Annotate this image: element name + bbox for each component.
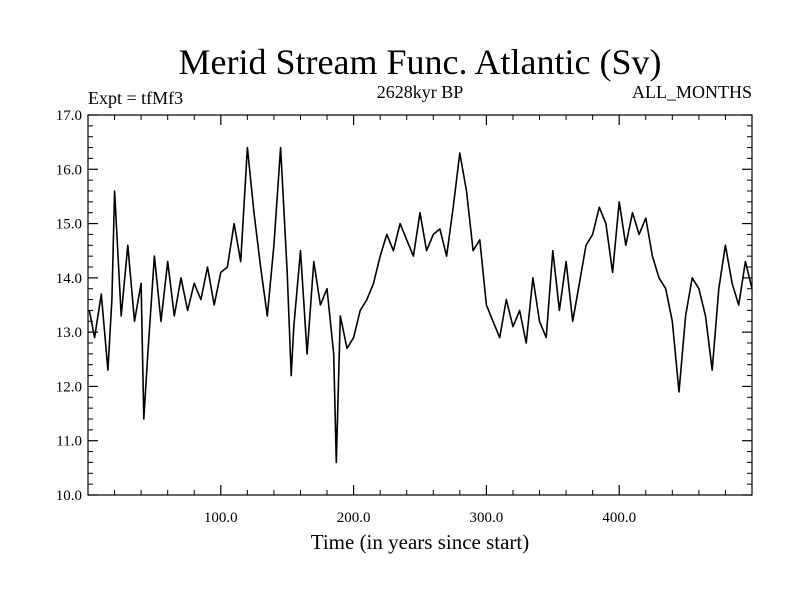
y-tick-label: 13.0 [56, 325, 82, 341]
y-tick-label: 10.0 [56, 488, 82, 504]
period-label: 2628kyr BP [377, 82, 464, 102]
x-tick-label: 300.0 [470, 510, 504, 526]
y-axis-tick-labels: 10.0 11.0 12.0 13.0 14.0 15.0 16.0 17.0 [56, 108, 82, 504]
y-tick-label: 14.0 [56, 271, 82, 287]
x-tick-label: 200.0 [337, 510, 371, 526]
y-tick-label: 15.0 [56, 217, 82, 233]
y-tick-label: 11.0 [56, 434, 82, 450]
y-tick-label: 17.0 [56, 108, 82, 124]
x-axis-label: Time (in years since start) [311, 530, 530, 554]
axis-ticks [88, 114, 752, 496]
x-tick-label: 400.0 [602, 510, 636, 526]
months-label: ALL_MONTHS [632, 82, 752, 102]
y-tick-label: 12.0 [56, 379, 82, 395]
chart-title: Merid Stream Func. Atlantic (Sv) [179, 42, 662, 82]
y-tick-label: 16.0 [56, 162, 82, 178]
series-line-tfMf3 [88, 146, 753, 464]
plot-frame [87, 114, 753, 496]
experiment-label: Expt = tfMf3 [88, 88, 183, 108]
x-axis-tick-labels: 100.0 200.0 300.0 400.0 [204, 510, 636, 526]
x-tick-label: 100.0 [204, 510, 238, 526]
